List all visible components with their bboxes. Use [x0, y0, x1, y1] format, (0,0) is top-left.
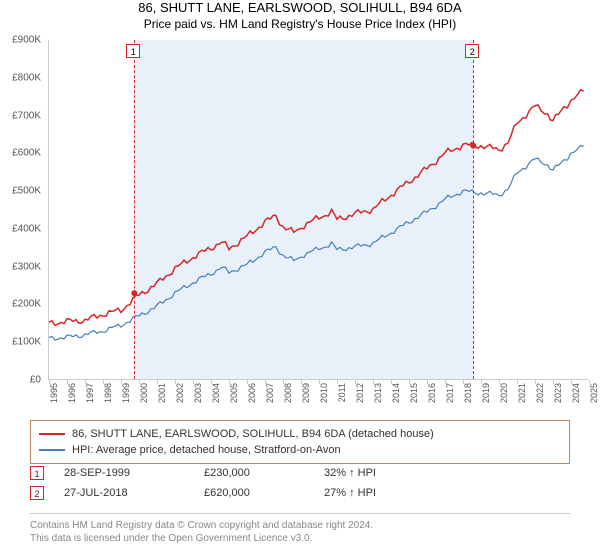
- x-tick: 2012: [355, 383, 365, 403]
- chart: £0 £100K £200K £300K £400K £500K £600K £700K £80…: [0, 40, 600, 410]
- transaction-price: £620,000: [204, 487, 324, 499]
- legend: 86, SHUTT LANE, EARLSWOOD, SOLIHULL, B94…: [30, 420, 570, 464]
- y-tick: £700K: [12, 110, 41, 121]
- y-axis: £0 £100K £200K £300K £400K £500K £600K £700K £80…: [0, 40, 45, 410]
- x-tick: 2006: [247, 383, 257, 403]
- x-tick: 2001: [157, 383, 167, 403]
- sale-marker-line: [134, 40, 135, 379]
- footer-line2: This data is licensed under the Open Gov…: [30, 533, 312, 544]
- footer-attribution: Contains HM Land Registry data © Crown c…: [30, 513, 570, 545]
- x-tick: 1995: [49, 383, 59, 403]
- x-tick: 1998: [103, 383, 113, 403]
- series-line-blue: [49, 145, 584, 340]
- transaction-row: 2 27-JUL-2018£620,00027% ↑ HPI: [30, 483, 570, 503]
- transaction-index-box: 1: [30, 466, 44, 480]
- transaction-delta: 32% ↑ HPI: [324, 467, 376, 479]
- transaction-delta: 27% ↑ HPI: [324, 487, 376, 499]
- x-tick: 1999: [121, 383, 131, 403]
- page-subtitle: Price paid vs. HM Land Registry's House …: [0, 17, 600, 31]
- legend-swatch: [39, 433, 65, 435]
- page-title: 86, SHUTT LANE, EARLSWOOD, SOLIHULL, B94…: [0, 0, 600, 15]
- x-tick: 2000: [139, 383, 149, 403]
- y-tick: £600K: [12, 148, 41, 159]
- x-tick: 2020: [499, 383, 509, 403]
- x-tick: 2009: [301, 383, 311, 403]
- transaction-row: 1 28-SEP-1999£230,00032% ↑ HPI: [30, 463, 570, 483]
- transaction-price: £230,000: [204, 467, 324, 479]
- y-tick: £500K: [12, 186, 41, 197]
- x-tick: 2004: [211, 383, 221, 403]
- x-tick: 2019: [481, 383, 491, 403]
- x-tick: 2007: [265, 383, 275, 403]
- x-tick: 2025: [589, 383, 599, 403]
- series-line-red: [49, 90, 584, 326]
- y-tick: £200K: [12, 299, 41, 310]
- x-tick: 2013: [373, 383, 383, 403]
- transaction-date: 28-SEP-1999: [64, 467, 204, 479]
- legend-swatch: [39, 449, 65, 451]
- x-tick: 2022: [535, 383, 545, 403]
- y-tick: £900K: [12, 35, 41, 46]
- y-tick: £100K: [12, 337, 41, 348]
- x-tick: 2011: [337, 383, 347, 402]
- x-tick: 2005: [229, 383, 239, 403]
- x-tick: 2024: [571, 383, 581, 403]
- x-tick: 2003: [193, 383, 203, 403]
- transaction-index-box: 2: [30, 486, 44, 500]
- transaction-date: 27-JUL-2018: [64, 487, 204, 499]
- x-tick: 1996: [67, 383, 77, 403]
- y-tick: £300K: [12, 261, 41, 272]
- x-tick: 1997: [85, 383, 95, 403]
- x-tick: 2002: [175, 383, 185, 403]
- x-tick: 2017: [445, 383, 455, 403]
- y-tick: £0: [30, 375, 41, 386]
- legend-label: 86, SHUTT LANE, EARLSWOOD, SOLIHULL, B94…: [72, 428, 434, 440]
- sale-marker-box: 1: [126, 44, 140, 58]
- x-tick: 2016: [427, 383, 437, 403]
- y-tick: £800K: [12, 72, 41, 83]
- legend-label: HPI: Average price, detached house, Stra…: [72, 444, 341, 456]
- legend-row: 86, SHUTT LANE, EARLSWOOD, SOLIHULL, B94…: [39, 426, 561, 442]
- legend-row: HPI: Average price, detached house, Stra…: [39, 442, 561, 458]
- x-tick: 2021: [517, 383, 527, 403]
- plot-area: 1995199619971998199920002001200220032004…: [48, 40, 588, 380]
- transactions-table: 1 28-SEP-1999£230,00032% ↑ HPI 2 27-JUL-201…: [30, 463, 570, 503]
- x-tick: 2015: [409, 383, 419, 403]
- plot-svg: [49, 40, 589, 380]
- x-tick: 2010: [319, 383, 329, 403]
- x-tick: 2008: [283, 383, 293, 403]
- x-tick: 2014: [391, 383, 401, 403]
- sale-marker-line: [473, 40, 474, 379]
- y-tick: £400K: [12, 223, 41, 234]
- x-tick: 2018: [463, 383, 473, 403]
- footer-line1: Contains HM Land Registry data © Crown c…: [30, 520, 373, 531]
- x-tick: 2023: [553, 383, 563, 403]
- sale-marker-box: 2: [465, 44, 479, 58]
